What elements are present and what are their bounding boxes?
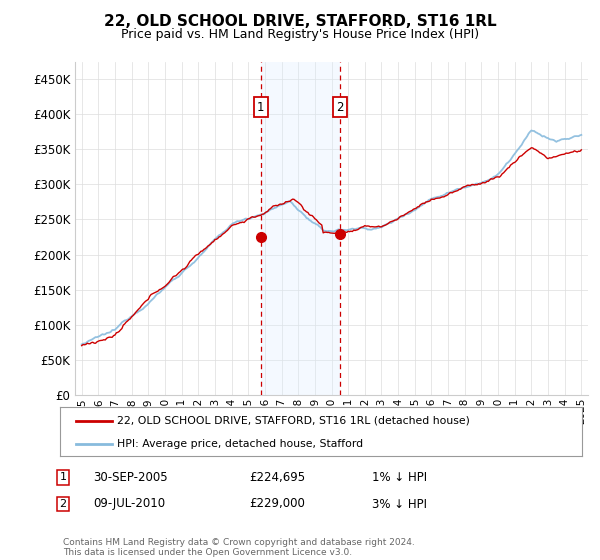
- Text: 3% ↓ HPI: 3% ↓ HPI: [372, 497, 427, 511]
- Text: 1% ↓ HPI: 1% ↓ HPI: [372, 470, 427, 484]
- Text: 2: 2: [59, 499, 67, 509]
- Text: 1: 1: [257, 101, 265, 114]
- Text: £224,695: £224,695: [249, 470, 305, 484]
- Text: 1: 1: [59, 472, 67, 482]
- Text: Price paid vs. HM Land Registry's House Price Index (HPI): Price paid vs. HM Land Registry's House …: [121, 28, 479, 41]
- Text: Contains HM Land Registry data © Crown copyright and database right 2024.
This d: Contains HM Land Registry data © Crown c…: [63, 538, 415, 557]
- Text: £229,000: £229,000: [249, 497, 305, 511]
- Bar: [261, 62, 340, 395]
- Text: HPI: Average price, detached house, Stafford: HPI: Average price, detached house, Staf…: [118, 438, 364, 449]
- Text: 30-SEP-2005: 30-SEP-2005: [93, 470, 167, 484]
- Text: 2: 2: [336, 101, 344, 114]
- Text: 22, OLD SCHOOL DRIVE, STAFFORD, ST16 1RL: 22, OLD SCHOOL DRIVE, STAFFORD, ST16 1RL: [104, 14, 496, 29]
- Text: 09-JUL-2010: 09-JUL-2010: [93, 497, 165, 511]
- Text: 22, OLD SCHOOL DRIVE, STAFFORD, ST16 1RL (detached house): 22, OLD SCHOOL DRIVE, STAFFORD, ST16 1RL…: [118, 416, 470, 426]
